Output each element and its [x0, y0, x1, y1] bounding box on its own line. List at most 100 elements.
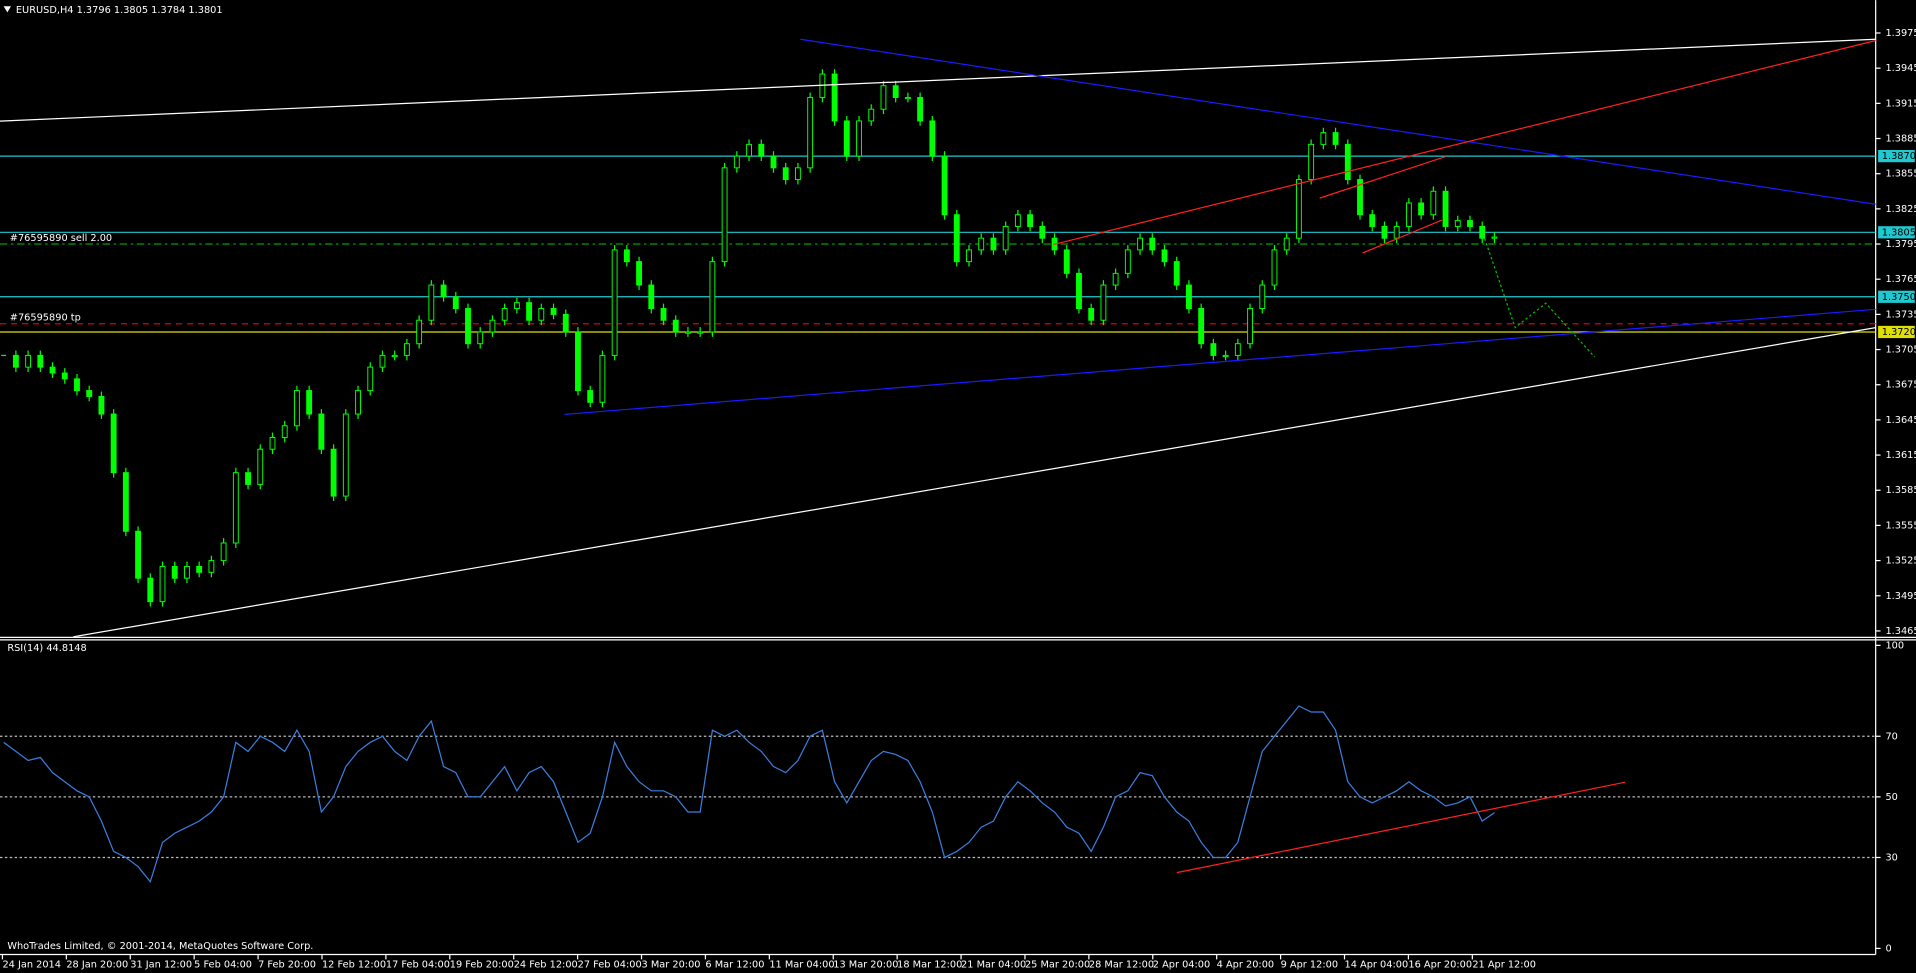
candle	[220, 542, 227, 562]
y-tick-label: 1.3825	[1885, 204, 1916, 215]
y-tick-label: 100	[1885, 640, 1904, 651]
candle	[355, 390, 361, 415]
candle	[978, 237, 985, 251]
candle	[1405, 202, 1412, 227]
candle	[1418, 202, 1425, 216]
y-tick-label: 1.3915	[1885, 98, 1916, 109]
x-tick-label: 18 Mar 12:00	[897, 959, 962, 970]
candle	[648, 284, 655, 310]
copyright: WhoTrades Limited, © 2001-2014, MetaQuot…	[7, 941, 313, 952]
level-tag	[1878, 325, 1915, 339]
y-tick-label: 70	[1885, 731, 1897, 742]
x-tick-label: 31 Jan 12:00	[130, 959, 192, 970]
order-label: #76595890 sell 2.00	[10, 233, 112, 244]
level-tag-label: 1.3720	[1882, 327, 1916, 338]
y-tick-label: 1.3675	[1885, 380, 1916, 391]
candle	[1076, 272, 1082, 310]
candle	[501, 308, 508, 321]
candle	[159, 565, 166, 603]
candle	[599, 354, 606, 403]
candle	[1259, 284, 1266, 310]
candle	[416, 319, 423, 345]
candle	[1014, 214, 1021, 227]
candle	[1149, 237, 1156, 251]
candle	[1198, 308, 1205, 345]
candle	[61, 372, 68, 380]
candle	[110, 413, 117, 474]
candle	[1027, 214, 1034, 227]
x-tick-label: 21 Apr 12:00	[1472, 959, 1536, 970]
candle	[367, 366, 374, 392]
candle	[660, 308, 667, 321]
candle	[147, 577, 154, 603]
x-tick-label: 4 Apr 20:00	[1217, 959, 1274, 970]
candle	[513, 302, 520, 310]
candle	[403, 343, 410, 356]
candle	[122, 472, 129, 532]
menu-arrow[interactable]	[3, 6, 11, 13]
level-tag-label: 1.3870	[1882, 151, 1916, 162]
x-tick-label: 19 Feb 20:00	[450, 959, 514, 970]
candle	[1100, 284, 1107, 321]
candle	[1320, 132, 1327, 145]
order-label: #76595890 tp	[10, 313, 81, 324]
y-tick-label: 1.3615	[1885, 450, 1916, 461]
forecast-line	[1484, 238, 1596, 358]
y-tick-label: 1.3645	[1885, 415, 1916, 426]
y-tick-label: 1.3465	[1885, 626, 1916, 637]
x-tick-label: 12 Feb 12:00	[322, 959, 386, 970]
candle	[74, 378, 80, 392]
candle	[293, 390, 300, 427]
rsi-trend-line	[1176, 781, 1626, 874]
candle	[623, 249, 630, 263]
rsi-title: RSI(14) 44.8148	[7, 643, 86, 654]
candle	[746, 143, 752, 157]
candle	[1442, 190, 1449, 227]
y-tick-label: 1.3945	[1885, 63, 1916, 74]
candle	[245, 472, 251, 485]
candle	[342, 413, 349, 497]
candle	[1430, 190, 1437, 216]
candle	[1491, 236, 1498, 239]
trend-line	[800, 38, 1876, 205]
candle	[428, 284, 435, 321]
candle	[685, 331, 691, 334]
candle	[1088, 308, 1095, 321]
x-tick-label: 3 Mar 20:00	[642, 959, 701, 970]
trend-line	[1319, 155, 1446, 199]
trend-line	[0, 38, 1876, 122]
candle	[636, 261, 643, 286]
candle	[807, 96, 814, 169]
level-tag	[1878, 226, 1915, 239]
candle	[1210, 343, 1217, 356]
candle	[1344, 143, 1351, 181]
candle	[1295, 179, 1302, 239]
candle	[550, 308, 557, 315]
x-tick-label: 28 Jan 20:00	[66, 959, 128, 970]
candle	[770, 155, 777, 169]
x-tick-label: 9 Apr 12:00	[1281, 959, 1338, 970]
candle	[477, 331, 484, 345]
candle	[37, 354, 44, 368]
x-tick-label: 14 Apr 04:00	[1344, 959, 1408, 970]
y-tick-label: 1.3885	[1885, 134, 1916, 145]
candle	[232, 472, 239, 544]
candle	[440, 284, 447, 298]
candle	[1039, 225, 1046, 239]
candle	[1161, 249, 1168, 263]
trend-line	[564, 308, 1876, 416]
candle	[1283, 237, 1290, 251]
candle	[1247, 308, 1253, 345]
candle	[575, 331, 581, 392]
candle	[868, 108, 875, 122]
candle	[1393, 225, 1400, 239]
y-tick-label: 50	[1885, 792, 1897, 803]
y-tick-label: 1.3795	[1885, 239, 1916, 250]
candle	[526, 302, 533, 321]
candle	[880, 85, 887, 110]
candle	[196, 565, 203, 573]
candle	[1271, 249, 1278, 286]
candle	[562, 313, 569, 333]
